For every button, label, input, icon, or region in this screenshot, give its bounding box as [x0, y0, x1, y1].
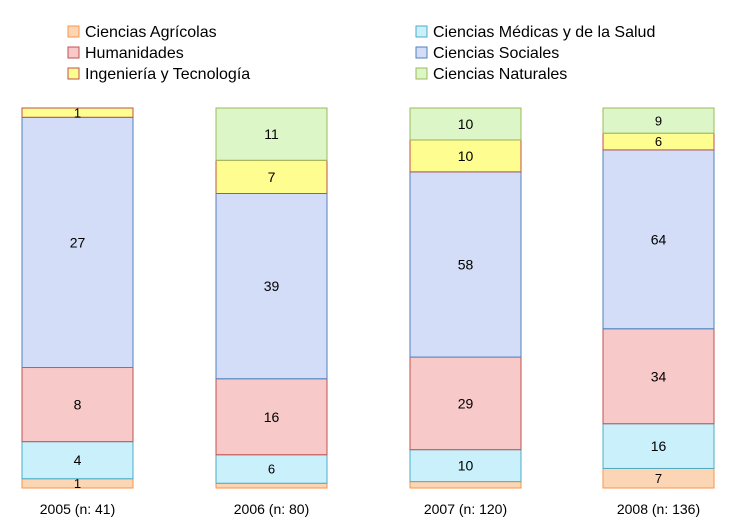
bar-segment-ciencias-agricolas [215, 482, 328, 489]
legend-item-ciencias-medicas-y-de-la-salud: Ciencias Médicas y de la Salud [415, 24, 655, 41]
data-label: 1 [74, 105, 81, 120]
bar-segment-ciencias-sociales [21, 116, 134, 369]
bar-segment-ciencias-agricolas [409, 481, 522, 489]
data-label: 11 [264, 126, 279, 142]
data-label: 9 [655, 113, 662, 128]
bar-segment-ciencias-medicas-y-de-la-salud [215, 454, 328, 484]
data-label: 58 [458, 257, 474, 273]
legend-swatch [67, 67, 80, 80]
data-label: 10 [458, 148, 474, 164]
bar-segment-ciencias-medicas-y-de-la-salud [409, 449, 522, 483]
x-tick-label: 2005 (n: 41) [40, 501, 116, 517]
legend-item-ciencias-sociales: Ciencias Sociales [415, 45, 559, 62]
bar-segment-humanidades [215, 378, 328, 456]
bar-segment-ciencias-naturales [215, 107, 328, 161]
legend-label: Ciencias Sociales [433, 45, 559, 62]
bar-segment-ciencias-sociales [215, 193, 328, 380]
data-label: 10 [458, 458, 474, 474]
bar-segment-ciencias-medicas-y-de-la-salud [21, 441, 134, 480]
data-label: 6 [268, 462, 275, 477]
legend-item-ciencias-agricolas: Ciencias Agrícolas [67, 24, 217, 41]
data-label: 34 [651, 368, 667, 384]
legend-swatch [67, 25, 80, 38]
legend-swatch [415, 25, 428, 38]
bar-segment-ingenieria-y-tecnologia [21, 107, 134, 118]
bar-segment-humanidades [409, 356, 522, 451]
legend-label: Ingeniería y Tecnología [85, 66, 250, 83]
data-label: 10 [458, 116, 474, 132]
legend-item-humanidades: Humanidades [67, 45, 184, 62]
data-label: 29 [458, 395, 474, 411]
bar-segment-ciencias-sociales [602, 149, 715, 330]
data-label: 16 [264, 409, 280, 425]
data-label: 7 [655, 471, 662, 486]
x-tick-label: 2007 (n: 120) [424, 501, 507, 517]
bar-segment-ciencias-medicas-y-de-la-salud [602, 423, 715, 469]
data-label: 27 [70, 234, 86, 250]
legend-label: Ciencias Naturales [433, 66, 567, 83]
legend-item-ingenieria-y-tecnologia: Ingeniería y Tecnología [67, 66, 250, 83]
data-label: 64 [651, 231, 667, 247]
legend-label: Ciencias Médicas y de la Salud [433, 24, 655, 41]
bar-segment-ciencias-naturales [602, 107, 715, 134]
data-label: 7 [268, 169, 276, 185]
data-label: 6 [655, 134, 662, 149]
x-tick-label: 2008 (n: 136) [617, 501, 700, 517]
data-label: 8 [74, 397, 82, 413]
legend-item-ciencias-naturales: Ciencias Naturales [415, 66, 567, 83]
bar-segment-ingenieria-y-tecnologia [409, 139, 522, 173]
bar-segment-ciencias-sociales [409, 171, 522, 358]
x-axis-labels: 2005 (n: 41) 2006 (n: 80) 2007 (n: 120) 200… [40, 501, 700, 517]
data-label: 4 [74, 452, 82, 468]
legend-swatch [415, 46, 428, 59]
legend-label: Humanidades [85, 45, 184, 62]
legend-swatch [67, 46, 80, 59]
bar-segment-ciencias-naturales [409, 107, 522, 141]
chart-legend: Ciencias Agrícolas Humanidades Ingeniería … [67, 24, 655, 83]
data-label: 1 [74, 476, 81, 491]
legend-swatch [415, 67, 428, 80]
data-label: 39 [264, 278, 280, 294]
x-tick-label: 2006 (n: 80) [234, 501, 310, 517]
legend-label: Ciencias Agrícolas [85, 24, 217, 41]
data-label: 16 [651, 438, 667, 454]
